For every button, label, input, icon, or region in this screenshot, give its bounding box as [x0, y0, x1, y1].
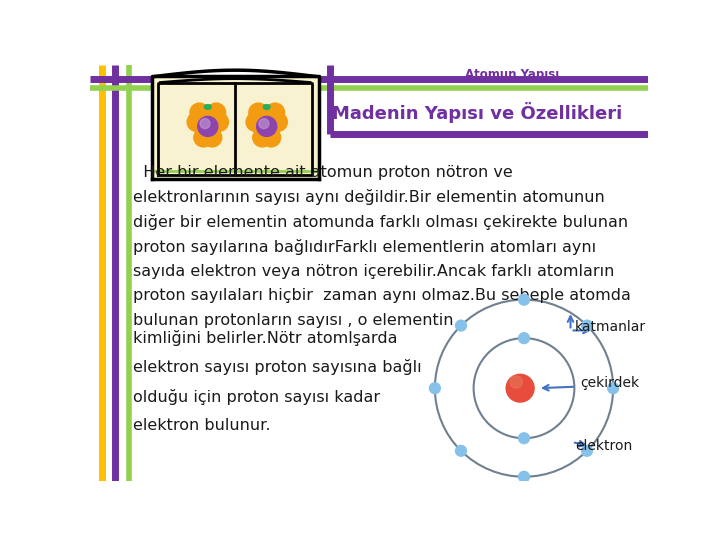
Circle shape — [518, 333, 529, 343]
Text: Her bir elemente ait atomun proton nötron ve: Her bir elemente ait atomun proton nötro… — [132, 165, 513, 180]
Text: elektron bulunur.: elektron bulunur. — [132, 418, 270, 434]
Circle shape — [269, 112, 287, 131]
Text: diğer bir elementin atomunda farklı olması çekirekte bulunan: diğer bir elementin atomunda farklı olma… — [132, 214, 628, 230]
Circle shape — [259, 119, 269, 129]
Circle shape — [207, 105, 211, 109]
Text: Atomun Yapısı: Atomun Yapısı — [465, 68, 559, 80]
Circle shape — [456, 320, 467, 331]
Circle shape — [510, 376, 523, 388]
Circle shape — [190, 103, 209, 122]
Circle shape — [187, 112, 206, 131]
Circle shape — [518, 294, 529, 305]
Circle shape — [582, 320, 593, 331]
Circle shape — [249, 103, 268, 122]
Text: proton sayılarına bağlıdırFarklı elementlerin atomları aynı: proton sayılarına bağlıdırFarklı element… — [132, 239, 595, 254]
Circle shape — [200, 119, 210, 129]
Circle shape — [203, 128, 222, 147]
FancyBboxPatch shape — [152, 76, 235, 179]
Text: elektron: elektron — [575, 439, 632, 453]
Circle shape — [518, 471, 529, 482]
Circle shape — [210, 112, 228, 131]
Circle shape — [253, 128, 271, 147]
Circle shape — [429, 383, 441, 394]
Circle shape — [207, 103, 225, 122]
Circle shape — [608, 383, 618, 394]
Text: bulunan protonların sayısı , o elementin: bulunan protonların sayısı , o elementin — [132, 313, 453, 328]
Circle shape — [266, 103, 284, 122]
FancyBboxPatch shape — [235, 76, 319, 179]
Text: kimliğini belirler.Nötr atomlşarda: kimliğini belirler.Nötr atomlşarda — [132, 330, 397, 346]
Circle shape — [456, 446, 467, 456]
Text: sayıda elektron veya nötron içerebilir.Ancak farklı atomların: sayıda elektron veya nötron içerebilir.A… — [132, 264, 614, 279]
Circle shape — [506, 374, 534, 402]
Text: elektron sayısı proton sayısına bağlı: elektron sayısı proton sayısına bağlı — [132, 360, 421, 375]
Text: proton sayılaları hiçbir  zaman aynı olmaz.Bu sebeple atomda: proton sayılaları hiçbir zaman aynı olma… — [132, 288, 631, 303]
Circle shape — [204, 105, 209, 109]
Text: olduğu için proton sayısı kadar: olduğu için proton sayısı kadar — [132, 389, 379, 404]
Circle shape — [256, 117, 276, 137]
Text: elektronlarının sayısı aynı değildir.Bir elementin atomunun: elektronlarının sayısı aynı değildir.Bir… — [132, 189, 604, 205]
Circle shape — [582, 446, 593, 456]
Text: katmanlar: katmanlar — [575, 320, 646, 334]
Circle shape — [261, 128, 281, 147]
Circle shape — [518, 433, 529, 444]
Text: Madenin Yapısı ve Özellikleri: Madenin Yapısı ve Özellikleri — [333, 102, 623, 123]
Circle shape — [198, 117, 218, 137]
Circle shape — [266, 105, 270, 109]
Circle shape — [246, 112, 265, 131]
Circle shape — [264, 105, 268, 109]
Text: çekirdek: çekirdek — [580, 376, 639, 390]
Circle shape — [194, 128, 213, 147]
